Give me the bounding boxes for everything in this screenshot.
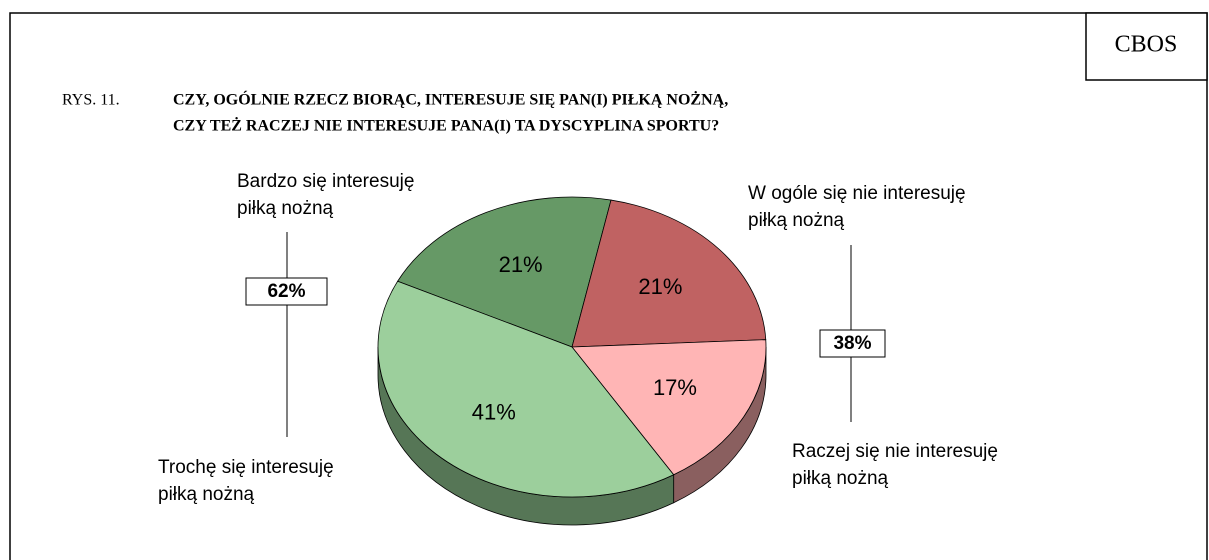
value-label: 21% <box>499 252 543 277</box>
category-label: Bardzo się interesuję <box>237 171 414 192</box>
group-total-label: 38% <box>833 333 871 354</box>
category-label: piłką nożną <box>792 468 889 489</box>
pie: 21% 21% 17% 41% <box>377 196 767 526</box>
header-box <box>1085 12 1208 81</box>
value-label: 17% <box>653 375 697 400</box>
figure-label: RYS. 11. <box>62 92 120 109</box>
slice <box>377 280 675 498</box>
slice <box>397 196 612 348</box>
slice <box>571 339 767 476</box>
group-total-box <box>245 277 328 306</box>
group-total-box <box>819 329 886 358</box>
value-label: 21% <box>638 274 682 299</box>
category-label: Trochę się interesuję <box>158 457 334 478</box>
chart-title: CZY TEŻ RACZEJ NIE INTERESUJE PANA(I) TA… <box>173 116 719 135</box>
category-label: Raczej się nie interesuję <box>792 441 998 462</box>
frame <box>9 12 1208 560</box>
slice <box>571 199 767 348</box>
category-label: piłką nożną <box>748 210 845 231</box>
chart-title: CZY, OGÓLNIE RZECZ BIORĄC, INTERESUJE SI… <box>173 90 728 109</box>
value-label: 41% <box>472 399 516 424</box>
category-label: W ogóle się nie interesuję <box>748 183 966 204</box>
header: CBOS <box>1115 32 1178 58</box>
group-total-label: 62% <box>267 281 305 302</box>
category-label: piłką nożną <box>158 484 255 505</box>
category-label: piłką nożną <box>237 198 334 219</box>
